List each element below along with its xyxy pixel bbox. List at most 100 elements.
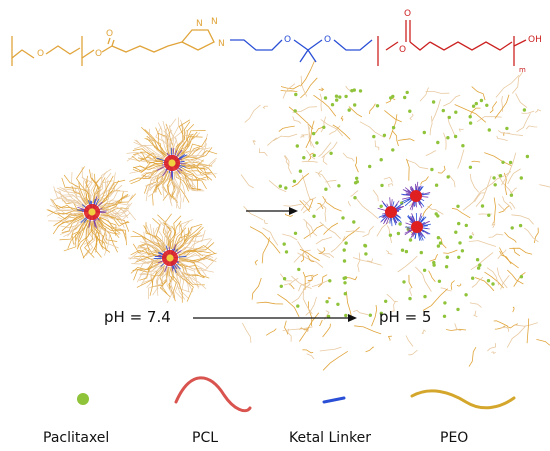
paclitaxel-dot [311,131,316,136]
peo-chain [180,161,213,167]
paclitaxel-dot [282,277,287,281]
free-peo-chain [322,154,328,165]
free-peo-chain [362,225,374,238]
ph-before-label: pH = 7.4 [104,308,171,326]
free-peo-chain [277,293,300,317]
free-peo-chain [405,335,414,347]
free-peo-chain [301,160,318,163]
peo-chain [85,175,92,204]
free-peo-chain [345,85,351,92]
peo-chain [132,164,164,171]
free-peo-chain [284,320,289,335]
free-peo-chain [302,349,314,354]
peo-chain [178,252,213,261]
paclitaxel-dot [464,293,468,297]
peo-chain [176,263,199,277]
paclitaxel-dot [456,204,460,208]
peo-chain [178,250,211,257]
peo-chain [81,166,91,204]
peo-chain [178,257,218,271]
paclitaxel-dot [522,108,527,112]
free-peo-chain [484,271,504,289]
paclitaxel-dot [379,158,383,162]
free-peo-chain [422,203,432,217]
triazole-n-left-label: N [211,17,218,27]
paclitaxel-dot [352,220,356,224]
free-peo-chain [332,124,351,140]
peo-chain [174,119,185,155]
free-peo-chain [280,90,298,92]
free-peo-chain [408,274,413,289]
peo-chain [178,257,214,262]
peo-chain [172,117,179,155]
peo-chain [168,266,174,299]
free-peo-chain [284,155,292,175]
free-peo-chain [475,175,492,207]
free-peo-chain [506,326,526,348]
free-peo-chain [509,247,521,257]
paclitaxel-dot [358,89,363,93]
blue-line-icon [322,396,346,404]
peo-chain [53,213,84,227]
paclitaxel-dot [344,241,348,245]
free-peo-chain [261,237,270,264]
peo-chain [152,217,167,250]
paclitaxel-dot [453,134,458,139]
paclitaxel-dot [350,89,354,93]
free-peo-chain [454,323,462,331]
peo-chain [161,266,169,295]
paclitaxel-dot [338,95,342,99]
free-peo-chain [496,267,508,289]
peo-chain [178,143,203,158]
peo-chain [143,225,166,251]
paclitaxel-dot [493,183,497,187]
free-peo-chain [291,283,311,304]
paclitaxel-dot [487,213,491,217]
free-peo-chain [427,205,444,215]
peo-chain [130,260,162,274]
peo-chain [77,219,88,248]
peo-chain [156,171,169,196]
red-curve-icon [174,376,252,413]
free-peo-chain [249,226,281,254]
paclitaxel-dot [464,223,468,228]
paclitaxel-dot [442,314,447,318]
paclitaxel-dot [324,187,328,191]
peo-chain [145,224,165,252]
ph-after-label: pH = 5 [379,308,432,326]
peo-chain [143,264,165,283]
paclitaxel-dot [509,193,514,197]
paclitaxel-dot [519,176,523,180]
free-peo-chain [496,135,508,141]
small-micelle-core [410,190,422,202]
micelle-left [46,166,137,259]
ph-transition-arrow [193,314,357,322]
paclitaxel-dot [403,95,407,100]
paclitaxel-dot [322,125,326,129]
free-peo-chain [300,75,308,97]
peo-chain [162,171,170,201]
paclitaxel-dot [460,249,465,253]
peo-chain [173,171,182,210]
free-peo-chain [536,339,550,346]
paclitaxel-dot [344,94,348,99]
peo-chain [152,266,167,296]
free-peo-chain [283,203,302,207]
peo-chain [134,139,165,159]
peo-chain [79,220,91,259]
paclitaxel-dot [525,154,530,159]
paclitaxel-dot [355,176,359,180]
free-peo-chain [526,318,530,344]
paclitaxel-dot [476,266,481,270]
paclitaxel-dot [486,279,491,283]
free-peo-chain [425,150,437,156]
free-peo-chain [489,101,498,114]
paclitaxel-dot [343,281,347,285]
peo-chain [157,214,169,250]
free-peo-chain [437,165,446,174]
ketal-linker [230,39,373,63]
peo-chain [94,220,107,251]
free-peo-chain [348,201,351,207]
ester-oxygen-label: O [95,49,102,59]
free-peo-chain [406,158,410,181]
